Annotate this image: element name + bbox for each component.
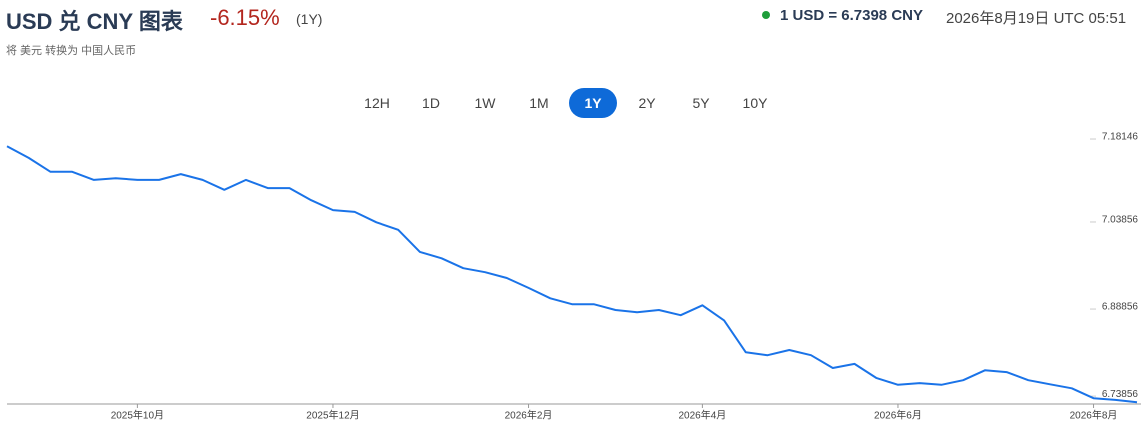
x-tick-label: 2025年12月 — [306, 409, 359, 422]
price-line — [6, 145, 1138, 404]
rate: 1 USD = 6.7398 CNY — [780, 7, 923, 24]
range-button[interactable]: 1Y — [569, 88, 617, 118]
range-button[interactable]: 10Y — [742, 95, 768, 111]
y-tick-label: 6.88856 — [1102, 302, 1139, 313]
x-tick-label: 2025年10月 — [111, 409, 164, 422]
x-tick-label: 2026年6月 — [874, 409, 922, 422]
y-tick-label: 6.73856 — [1102, 389, 1139, 400]
timestamp: 2026年8月19日 UTC 05:51 — [946, 10, 1127, 27]
range-button[interactable]: 12H — [364, 95, 390, 111]
x-tick-label: 2026年8月 — [1070, 409, 1118, 422]
range-button[interactable]: 5Y — [692, 95, 710, 111]
y-tick-label: 7.18146 — [1102, 132, 1139, 143]
x-tick-label: 2026年2月 — [505, 409, 553, 422]
range-button[interactable]: 2Y — [638, 95, 656, 111]
status-dot — [762, 11, 770, 19]
title: USD 兑 CNY 图表 — [6, 9, 183, 34]
change: -6.15% — [210, 5, 280, 30]
x-tick-label: 2026年4月 — [678, 409, 726, 422]
period: (1Y) — [296, 11, 323, 27]
y-tick-label: 7.03856 — [1102, 215, 1139, 226]
range-buttons: 12H 1D 1W 1M 1Y 2Y 5Y 10Y — [353, 88, 779, 118]
subtitle: 将 美元 转换为 中国人民币 — [6, 45, 137, 57]
range-button[interactable]: 1D — [422, 95, 440, 111]
range-button[interactable]: 1M — [529, 95, 549, 111]
range-button[interactable]: 1W — [474, 95, 496, 111]
